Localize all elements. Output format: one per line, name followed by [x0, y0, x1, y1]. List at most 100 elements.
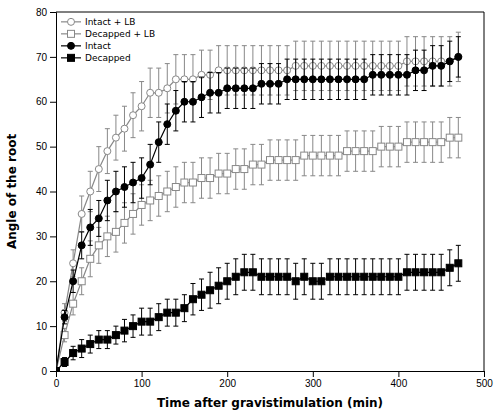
marker [361, 148, 368, 155]
error-bar [148, 180, 153, 220]
marker [70, 278, 77, 285]
error-bar [310, 59, 315, 99]
marker [275, 80, 282, 87]
error-bar [259, 259, 264, 295]
marker [326, 273, 333, 280]
marker [164, 188, 171, 195]
marker [412, 139, 419, 146]
marker [421, 67, 428, 74]
marker [386, 273, 393, 280]
marker [130, 210, 137, 217]
error-bar [319, 59, 324, 99]
error-bar [233, 149, 238, 189]
error-bar [259, 144, 264, 184]
error-bar [156, 304, 161, 331]
error-bar [430, 46, 435, 86]
error-bar [430, 37, 435, 86]
error-bar [319, 263, 324, 299]
marker [284, 76, 291, 83]
error-bar [173, 167, 178, 207]
error-bar [336, 59, 341, 99]
marker [335, 273, 342, 280]
marker [292, 278, 299, 285]
error-bar [96, 200, 101, 236]
error-bar [404, 122, 409, 162]
marker [241, 269, 248, 276]
marker [181, 76, 188, 83]
error-bar [456, 37, 461, 77]
marker [189, 179, 196, 186]
marker [429, 62, 436, 69]
tick-mark [398, 371, 399, 377]
tick: 80 [36, 7, 56, 18]
error-bar [216, 73, 221, 113]
error-bar [182, 162, 187, 202]
tick-mark [50, 371, 56, 372]
marker [215, 89, 222, 96]
marker [138, 175, 145, 182]
marker [104, 197, 111, 204]
series [56, 32, 462, 371]
marker [361, 273, 368, 280]
marker [446, 58, 453, 65]
error-bar [447, 117, 452, 157]
error-bar [353, 59, 358, 99]
error-bar [199, 77, 204, 117]
marker [232, 273, 239, 280]
error-bar [225, 68, 230, 108]
marker [344, 76, 351, 83]
marker [155, 139, 162, 146]
marker [455, 260, 462, 267]
marker [301, 273, 308, 280]
error-bar [199, 279, 204, 310]
tick-mark [50, 12, 56, 13]
error-bar [268, 259, 273, 295]
error-bar [302, 135, 307, 175]
tick: 500 [476, 371, 493, 389]
axis-line [57, 372, 485, 378]
error-bar [439, 122, 444, 162]
error-bar [396, 259, 401, 295]
plot: 010020030040050001020304050607080Intact … [36, 7, 493, 389]
error-bar [165, 171, 170, 211]
tick-mark [50, 57, 56, 58]
error-bar [310, 263, 315, 299]
error-bar [182, 82, 187, 122]
marker [249, 161, 256, 168]
tick: 50 [36, 141, 56, 152]
tick: 70 [36, 52, 56, 63]
marker [104, 233, 111, 240]
marker [335, 76, 342, 83]
error-bar [79, 340, 84, 358]
error-bar [233, 68, 238, 108]
marker [56, 368, 60, 372]
marker [95, 242, 102, 249]
line [56, 138, 458, 371]
error-bar [447, 37, 452, 86]
error-bar [336, 135, 341, 175]
x-axis: 0100200300400500 [54, 371, 494, 389]
error-bar [113, 326, 118, 344]
error-bar [79, 268, 84, 295]
marker [155, 314, 162, 321]
error-bar [336, 259, 341, 295]
tick-label: 400 [391, 378, 408, 389]
tick: 20 [36, 276, 56, 287]
legend-swatch [68, 54, 75, 61]
error-bar [156, 176, 161, 216]
error-bar [139, 158, 144, 198]
error-bar [88, 171, 93, 211]
error-bar [404, 254, 409, 290]
marks [56, 32, 462, 371]
marker [61, 359, 68, 366]
error-bar [430, 122, 435, 162]
error-bar [156, 68, 161, 117]
marker [369, 71, 376, 78]
tick-label: 0 [41, 366, 47, 377]
marker [189, 76, 196, 83]
marker [318, 152, 325, 159]
error-bar [105, 129, 110, 174]
marker [61, 314, 68, 321]
tick: 60 [36, 96, 56, 107]
tick-label: 10 [36, 321, 48, 332]
